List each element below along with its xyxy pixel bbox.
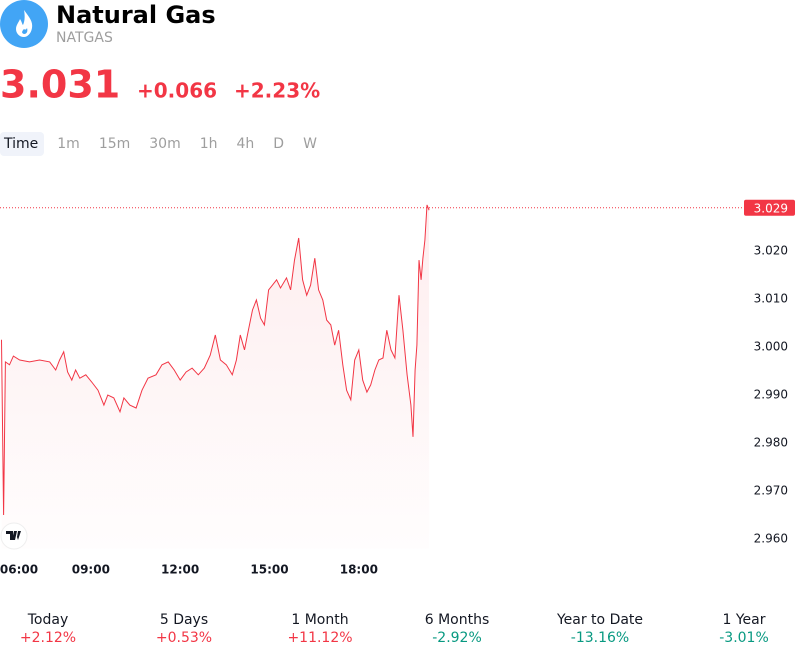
change-percent: +2.23%	[234, 79, 320, 103]
period-label: 1 Year	[723, 612, 766, 628]
interval-tab[interactable]: W	[303, 136, 317, 152]
tab-highlight	[0, 132, 44, 156]
interval-tab[interactable]: 15m	[99, 136, 130, 152]
last-value-tag	[744, 199, 795, 216]
interval-tab[interactable]: D	[273, 136, 284, 152]
period-item[interactable]: Year to Date -13.16%	[556, 612, 643, 646]
interval-tab[interactable]: 1m	[57, 136, 80, 152]
period-item[interactable]: 6 Months -2.92%	[425, 612, 490, 646]
period-label: 1 Month	[291, 612, 348, 628]
y-tick-label: 3.000	[754, 340, 788, 354]
period-change: -2.92%	[432, 630, 482, 646]
y-tick-label: 2.970	[754, 484, 788, 498]
x-tick-label: 09:00	[72, 563, 110, 577]
y-tick-label: 3.020	[754, 244, 788, 258]
interval-tab[interactable]: 4h	[237, 136, 255, 152]
last-value-label: 3.029	[754, 201, 788, 215]
title: Natural Gas	[56, 1, 216, 29]
period-label: Today	[27, 612, 69, 628]
period-item[interactable]: 5 Days +0.53%	[156, 612, 212, 646]
period-change: -3.01%	[719, 630, 769, 646]
flame-icon	[16, 10, 33, 37]
period-change: +11.12%	[287, 630, 352, 646]
y-tick-label: 2.980	[754, 436, 788, 450]
period-item[interactable]: 1 Month +11.12%	[287, 612, 352, 646]
price-line	[1, 204, 430, 516]
y-tick-label: 2.960	[754, 532, 788, 546]
symbol: NATGAS	[56, 30, 113, 46]
y-tick-label: 2.990	[754, 388, 788, 402]
x-tick-label: 18:00	[340, 563, 378, 577]
period-change: +2.12%	[20, 630, 76, 646]
x-tick-label: 15:00	[250, 563, 288, 577]
period-label: Year to Date	[556, 612, 643, 628]
change: +0.066	[137, 79, 217, 103]
period-change: +0.53%	[156, 630, 212, 646]
price-area	[1, 204, 430, 549]
period-label: 5 Days	[160, 612, 208, 628]
tradingview-logo	[0, 522, 28, 550]
interval-tab[interactable]: Time	[3, 136, 38, 152]
period-change: -13.16%	[571, 630, 629, 646]
y-tick-label: 3.010	[754, 292, 788, 306]
interval-tab[interactable]: 30m	[149, 136, 180, 152]
price: 3.031	[0, 63, 120, 107]
x-tick-label: 12:00	[161, 563, 199, 577]
x-tick-label: 06:00	[0, 563, 38, 577]
interval-tab[interactable]: 1h	[200, 136, 218, 152]
period-item[interactable]: 1 Year -3.01%	[719, 612, 769, 646]
period-label: 6 Months	[425, 612, 490, 628]
period-item[interactable]: Today +2.12%	[20, 612, 76, 646]
